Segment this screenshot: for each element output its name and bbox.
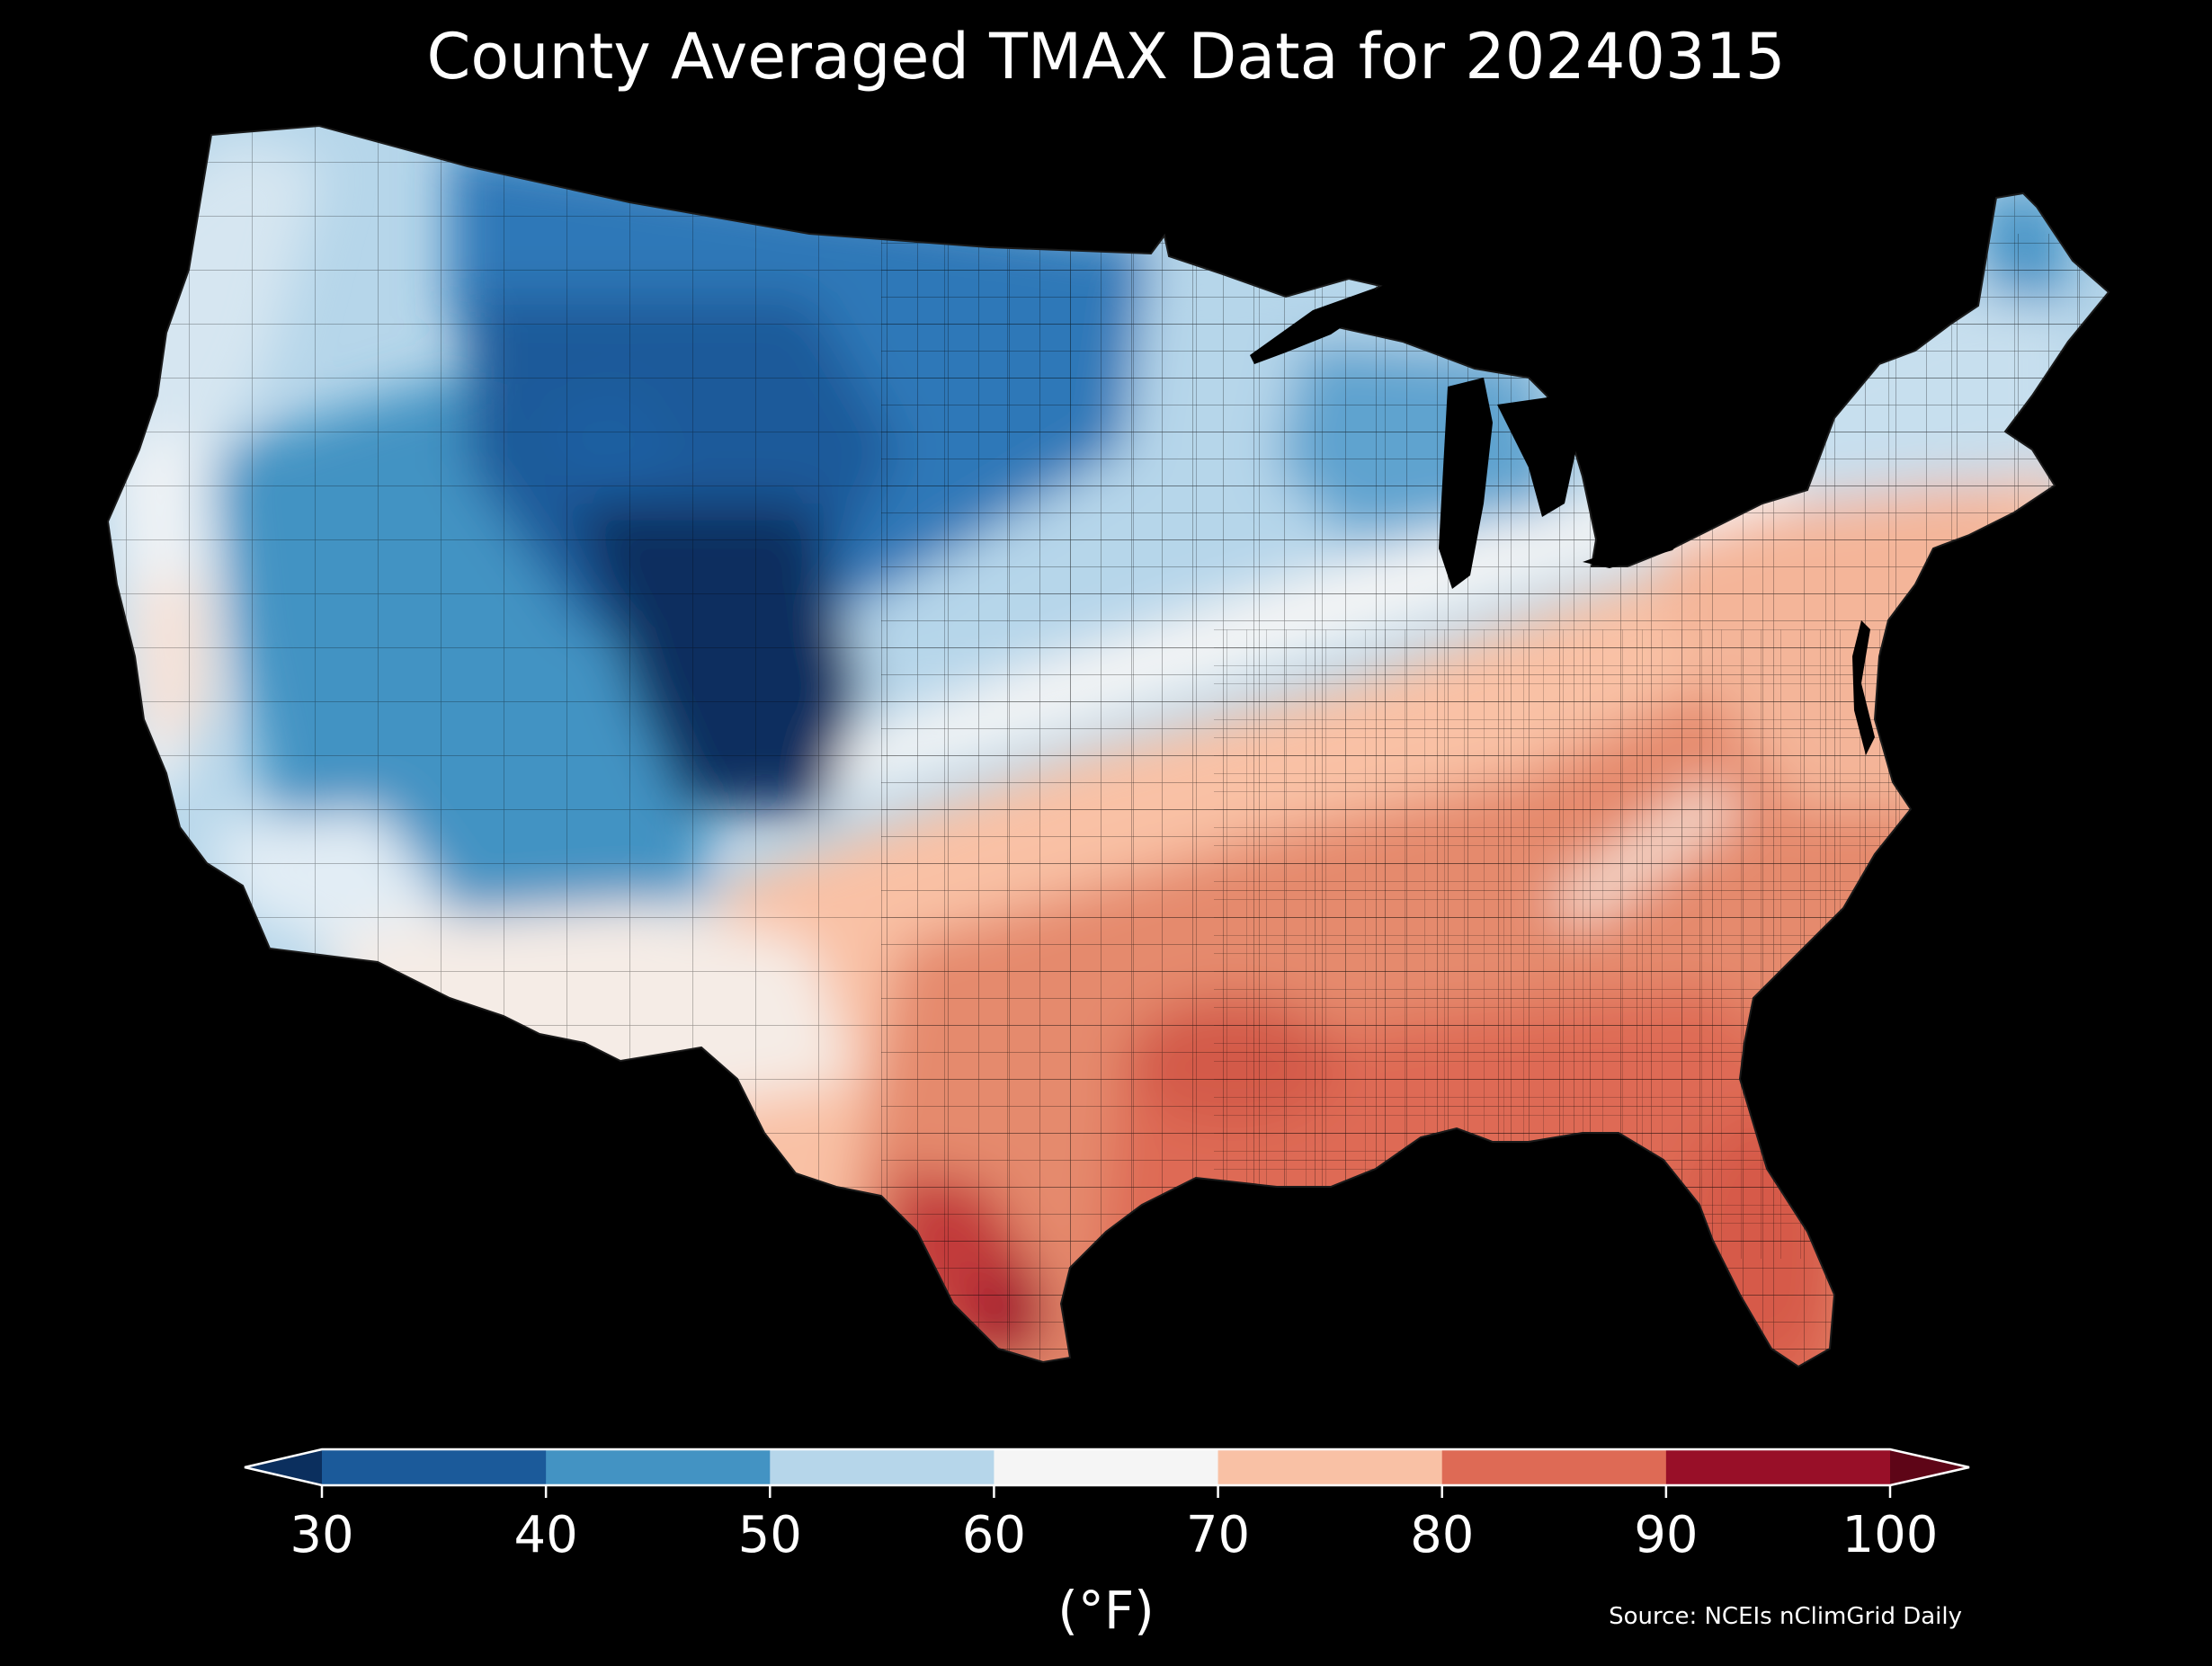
lake-erie bbox=[1583, 530, 1690, 568]
colorbar-tick-label: 50 bbox=[737, 1506, 802, 1564]
colorbar-extend-low bbox=[245, 1449, 322, 1485]
colorbar-tick-label: 30 bbox=[290, 1506, 354, 1564]
lake-superior bbox=[1250, 288, 1376, 364]
colorbar-bin bbox=[994, 1449, 1219, 1485]
colorbar-bin bbox=[322, 1449, 547, 1485]
colorbar-tick-label: 80 bbox=[1410, 1506, 1475, 1564]
colorbar-bin bbox=[1441, 1449, 1667, 1485]
chesapeake-bay bbox=[1852, 620, 1875, 755]
colorbar-tick-label: 100 bbox=[1842, 1506, 1939, 1564]
colorbar-unit-label: (°F) bbox=[1057, 1580, 1155, 1641]
source-credit: Source: NCEIs nClimGrid Daily bbox=[1609, 1603, 1962, 1630]
colorbar-tick-label: 40 bbox=[513, 1506, 578, 1564]
colorbar-extend-high bbox=[1890, 1449, 1969, 1485]
colorbar-bin bbox=[770, 1449, 995, 1485]
colorbar-tick-label: 70 bbox=[1185, 1506, 1251, 1564]
map-title: County Averaged TMAX Data for 20240315 bbox=[426, 20, 1786, 94]
colorbar-tick-label: 60 bbox=[961, 1506, 1027, 1564]
lake-michigan bbox=[1439, 378, 1493, 589]
colorbar-bin bbox=[546, 1449, 771, 1485]
colorbar-bin bbox=[1665, 1449, 1891, 1485]
colorbar-tick-label: 90 bbox=[1634, 1506, 1699, 1564]
colorbar-bin bbox=[1217, 1449, 1443, 1485]
lake-huron bbox=[1497, 396, 1578, 517]
